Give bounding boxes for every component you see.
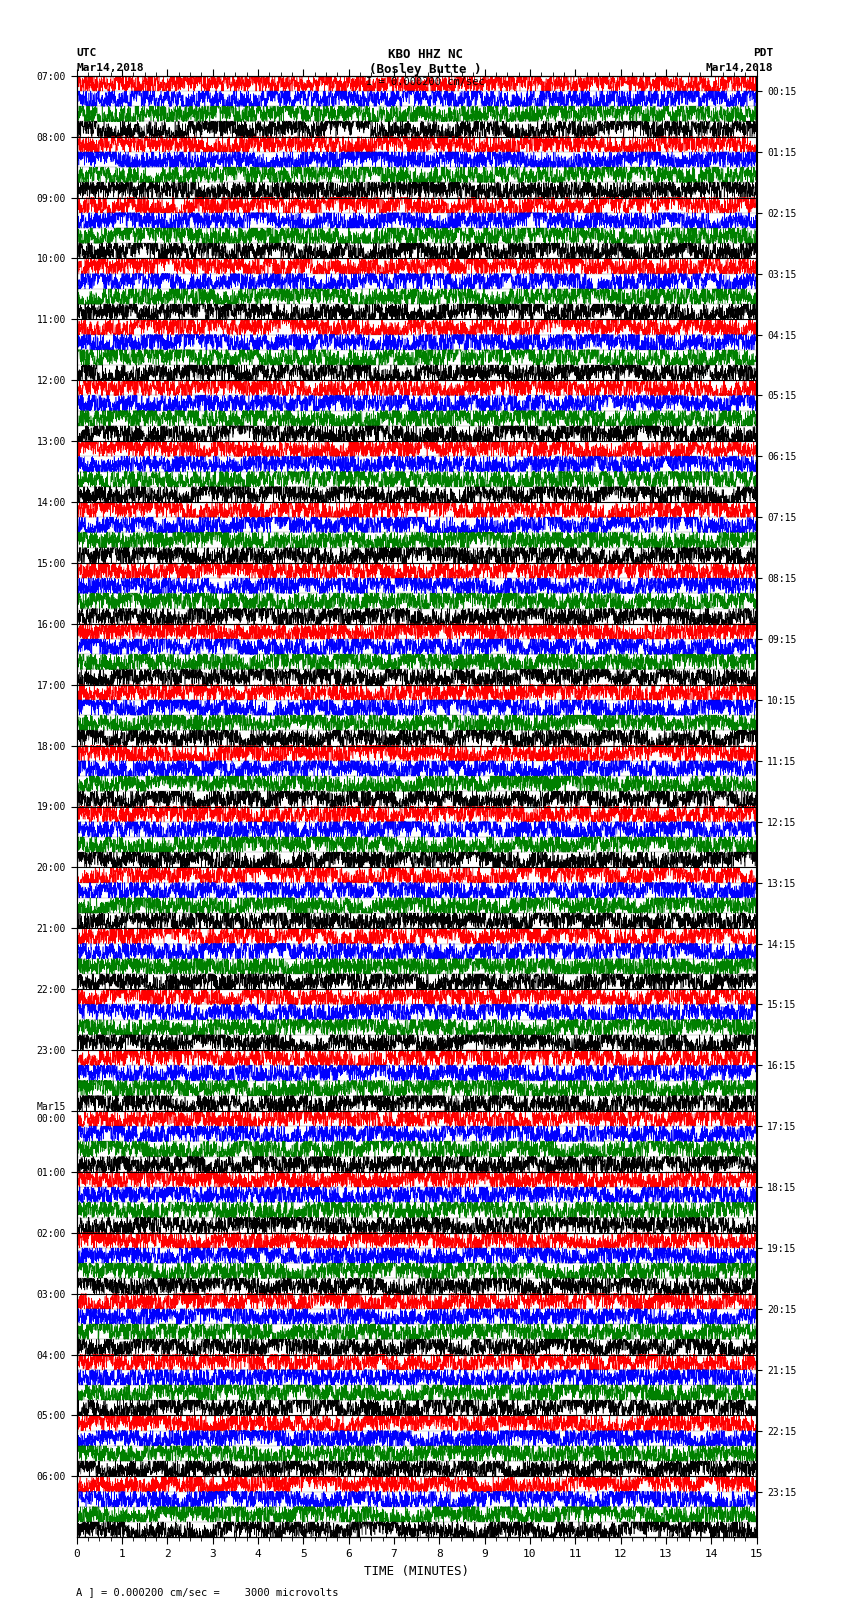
Text: KBO HHZ NC: KBO HHZ NC <box>388 48 462 61</box>
Text: Mar14,2018: Mar14,2018 <box>76 63 144 73</box>
Text: (Bosley Butte ): (Bosley Butte ) <box>369 63 481 76</box>
Text: I = 0.000200 cm/sec: I = 0.000200 cm/sec <box>366 77 484 87</box>
Text: PDT: PDT <box>753 48 774 58</box>
X-axis label: TIME (MINUTES): TIME (MINUTES) <box>364 1565 469 1578</box>
Text: Mar14,2018: Mar14,2018 <box>706 63 774 73</box>
Text: UTC: UTC <box>76 48 97 58</box>
Text: A ] = 0.000200 cm/sec =    3000 microvolts: A ] = 0.000200 cm/sec = 3000 microvolts <box>76 1587 339 1597</box>
